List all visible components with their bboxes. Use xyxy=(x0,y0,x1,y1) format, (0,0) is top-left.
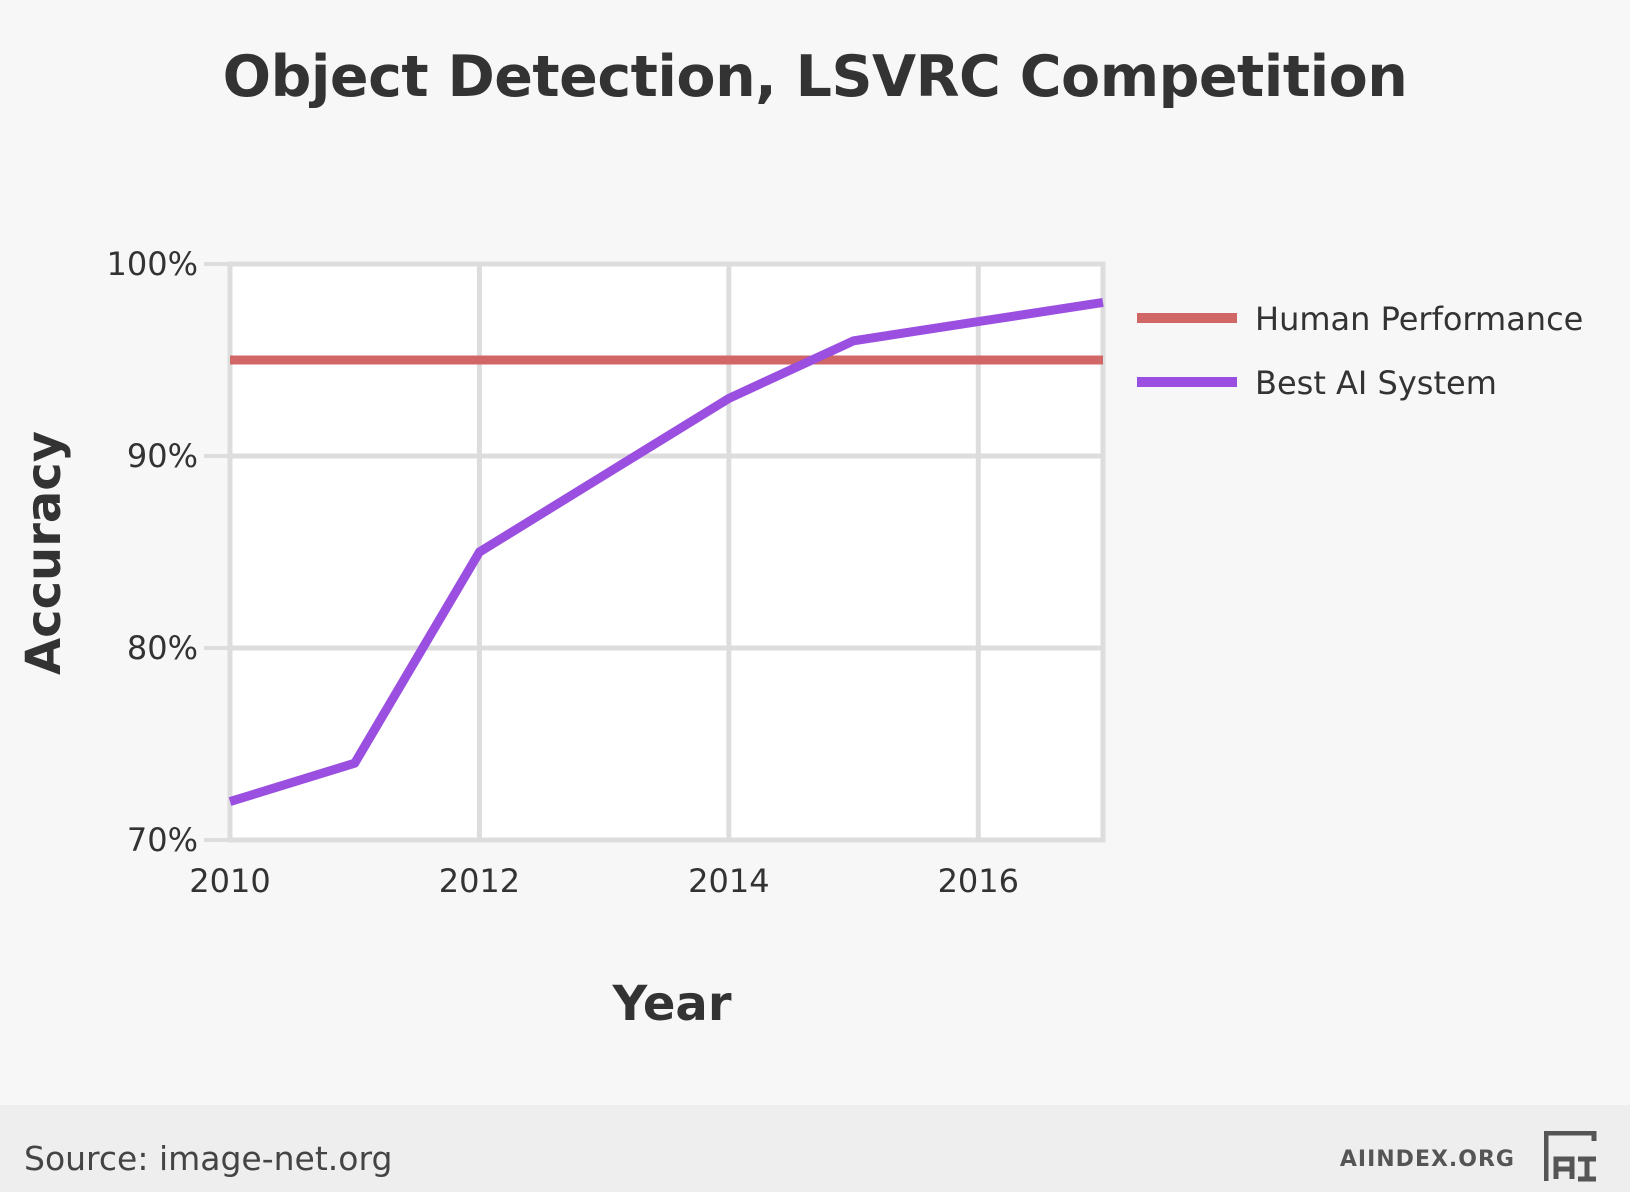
y-tick-label: 100% xyxy=(107,245,198,283)
ai-index-logo-icon[interactable] xyxy=(1544,1131,1600,1183)
brand-label[interactable]: AIINDEX.ORG xyxy=(1339,1147,1515,1172)
legend: Human Performance Best AI System xyxy=(1137,300,1583,402)
y-axis-ticks: 70% 80% 90% 100% xyxy=(107,245,230,859)
legend-label: Best AI System xyxy=(1255,364,1497,402)
x-axis-ticks: 2010 2012 2014 2016 xyxy=(189,862,1019,900)
y-tick-label: 70% xyxy=(127,821,198,859)
legend-label: Human Performance xyxy=(1255,300,1583,338)
chart-title: Object Detection, LSVRC Competition xyxy=(222,44,1408,110)
y-axis-title: Accuracy xyxy=(16,431,72,675)
y-tick-label: 80% xyxy=(127,629,198,667)
x-tick-label: 2012 xyxy=(439,862,520,900)
footer: Source: image-net.org AIINDEX.ORG xyxy=(0,1105,1630,1192)
source-link[interactable]: Source: image-net.org xyxy=(24,1139,393,1178)
x-axis-title: Year xyxy=(612,976,732,1032)
x-tick-label: 2016 xyxy=(938,862,1019,900)
x-tick-label: 2014 xyxy=(688,862,769,900)
series-lines xyxy=(228,297,1104,806)
y-tick-label: 90% xyxy=(127,437,198,475)
best-ai-system-line xyxy=(228,297,1104,806)
x-tick-label: 2010 xyxy=(189,862,270,900)
line-chart: 70% 80% 90% 100% 2010 2012 2014 2016 Human Per… xyxy=(16,245,1583,1032)
